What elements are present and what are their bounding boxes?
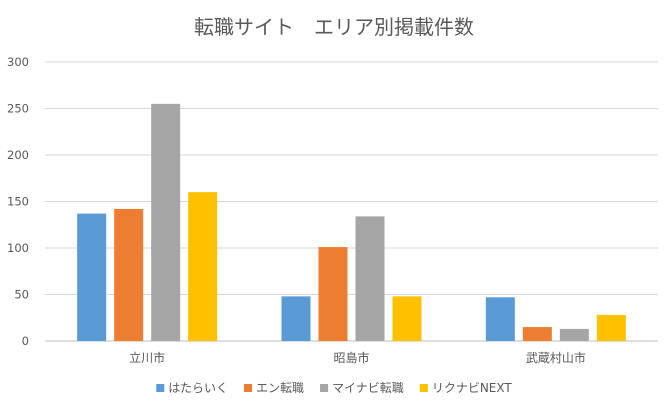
y-tick-label: 250 [7,102,29,116]
bar-2-1 [114,208,144,341]
bar-2-3 [522,327,552,341]
legend-label: はたらいく [168,381,228,395]
legend-swatch-4 [419,384,428,392]
y-tick-label: 200 [7,148,29,162]
legend-swatch-1 [156,384,165,392]
bar-1-2 [281,296,311,341]
bars [77,103,626,341]
legend-swatch-3 [320,384,329,392]
y-tick-label: 50 [14,288,29,302]
bar-4-3 [596,314,626,341]
bar-3-2 [355,216,385,341]
category-label: 立川市 [129,350,165,365]
legend-label: マイナビ転職 [332,381,404,395]
category-label: 武蔵村山市 [526,350,586,365]
bar-1-3 [485,297,515,341]
bar-4-2 [392,296,422,341]
legend-swatch-2 [244,384,253,392]
y-tick-label: 300 [7,55,29,69]
bar-4-1 [188,192,218,341]
y-tick-label: 0 [22,334,29,348]
y-axis-ticks: 0 50 100 150 200 250 300 [7,55,29,348]
legend-label: リクナビNEXT [432,381,513,395]
bar-1-1 [77,213,107,341]
y-tick-label: 100 [7,241,29,255]
y-tick-label: 150 [7,195,29,209]
legend-label: エン転職 [256,381,304,395]
x-axis-categories: 立川市 昭島市 武蔵村山市 [129,350,586,365]
bar-3-3 [559,328,589,341]
gridlines [45,61,658,342]
chart-title: 転職サイト エリア別掲載件数 [194,15,474,39]
bar-3-1 [151,103,181,341]
category-label: 昭島市 [333,350,369,365]
legend: はたらいく エン転職 マイナビ転職 リクナビNEXT [156,381,512,395]
bar-2-2 [318,247,348,341]
